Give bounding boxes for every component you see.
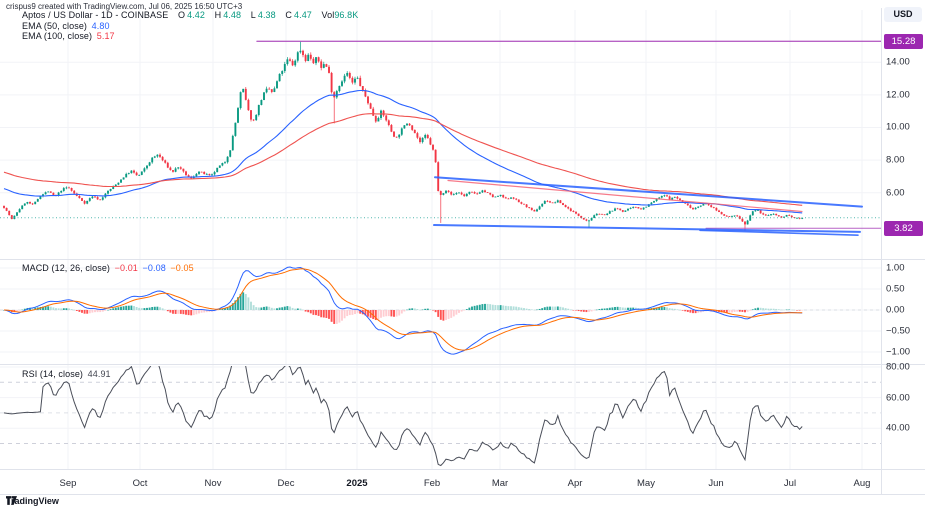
watermark-text: crispus9 created with TradingView.com, J…	[6, 2, 243, 11]
rsi-pane	[0, 366, 881, 467]
time-tick-label: Mar	[491, 478, 509, 489]
close-value: C 4.47	[285, 10, 312, 20]
wedge-lower-trendline[interactable]	[433, 224, 861, 233]
ema50-line	[3, 89, 803, 214]
ema50-legend-row[interactable]: EMA (50, close) 4.80	[22, 21, 110, 31]
macd-tick-label: 0.00	[886, 304, 905, 316]
high-value: H 4.48	[214, 10, 242, 20]
time-tick-label: Jul	[783, 478, 797, 489]
time-tick-label: May	[637, 478, 655, 489]
macd-label: MACD (12, 26, close)	[22, 263, 111, 273]
time-tick-label: Jun	[708, 478, 724, 489]
symbol-title: Aptos / US Dollar - 1D - COINBASE	[22, 10, 169, 20]
macd-hist-value: −0.01	[114, 263, 138, 273]
macd-signal-value: −0.05	[170, 263, 194, 273]
macd-tick-label: −1.00	[886, 346, 911, 358]
macd-tick-label: 0.50	[886, 283, 905, 295]
macd-pane	[0, 266, 881, 355]
secondary-lower-trendline[interactable]	[699, 229, 859, 236]
price-tick-label: 12.00	[886, 89, 910, 101]
ema100-label: EMA (100, close)	[22, 31, 93, 41]
macd-tick-label: 1.00	[886, 262, 905, 274]
rsi-tick-label: 40.00	[886, 422, 910, 434]
time-tick-label: Dec	[277, 478, 295, 489]
time-tick-label: Aug	[853, 478, 871, 489]
rsi-tick-label: 80.00	[886, 361, 910, 373]
ath-price-badge: 15.28	[884, 33, 923, 49]
price-tick-label: 8.00	[886, 154, 905, 166]
macd-legend-row[interactable]: MACD (12, 26, close) −0.01 −0.08 −0.05	[22, 263, 194, 273]
time-tick-label: Apr	[567, 478, 583, 489]
open-value: O 4.42	[177, 10, 205, 20]
volume-value: Vol96.8K	[321, 10, 359, 20]
inner-resistance-trendline[interactable]	[447, 179, 803, 213]
ema50-value: 4.80	[91, 21, 110, 31]
macd-line	[3, 266, 803, 355]
rsi-value: 44.91	[87, 369, 111, 379]
price-tick-label: 14.00	[886, 56, 910, 68]
tv-logo-icon	[6, 496, 17, 505]
ema100-legend-row[interactable]: EMA (100, close) 5.17	[22, 31, 115, 41]
rsi-tick-label: 60.00	[886, 392, 910, 404]
rsi-line	[3, 366, 803, 467]
currency-chip[interactable]: USD	[884, 7, 922, 22]
macd-signal-line	[3, 268, 803, 351]
tv-logo-text: TradingView	[6, 496, 59, 506]
price-tick-label: 6.00	[886, 187, 905, 199]
low-value: L 4.38	[250, 10, 276, 20]
macd-tick-label: −0.50	[886, 325, 911, 337]
ema100-line	[3, 113, 803, 206]
wedge-upper-trendline[interactable]	[434, 176, 863, 208]
rsi-legend-row[interactable]: RSI (14, close) 44.91	[22, 369, 111, 379]
tradingview-logo[interactable]: TradingView	[6, 496, 59, 506]
time-tick-label: Nov	[204, 478, 222, 489]
time-tick-label: Oct	[132, 478, 148, 489]
time-tick-label: 2025	[346, 478, 368, 489]
price-tick-label: 10.00	[886, 121, 910, 133]
ema50-label: EMA (50, close)	[22, 21, 88, 31]
candles-layer	[3, 41, 804, 231]
macd-line-value: −0.08	[142, 263, 166, 273]
rsi-label: RSI (14, close)	[22, 369, 84, 379]
time-tick-label: Feb	[423, 478, 441, 489]
ema100-value: 5.17	[96, 31, 115, 41]
symbol-legend-row[interactable]: Aptos / US Dollar - 1D - COINBASE O 4.42 …	[22, 10, 358, 20]
time-tick-label: Sep	[59, 478, 77, 489]
support-price-badge: 3.82	[884, 220, 923, 236]
